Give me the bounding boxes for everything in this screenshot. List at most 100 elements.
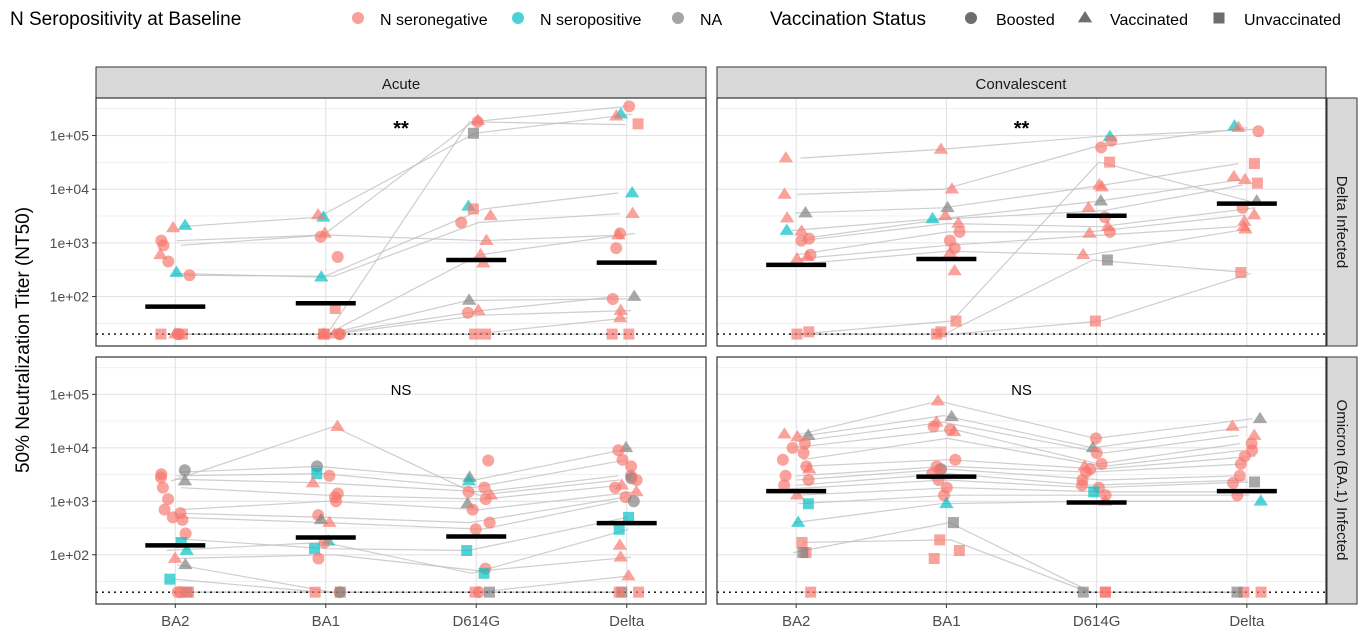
data-point [606,293,619,306]
data-point [158,503,171,516]
y-tick-label: 1e+05 [50,386,90,402]
data-point [175,536,187,548]
data-point [318,328,330,340]
paired-lines [787,127,1256,335]
panel-background [717,98,1326,346]
legend-seronegative-swatch [352,12,364,24]
x-tick-label: BA1 [932,613,960,629]
panel-acute-omicron: NS [95,356,707,605]
strip-col-convalescent-label: Convalescent [976,76,1068,93]
data-point [933,142,949,154]
x-tick-label: BA2 [161,613,189,629]
paired-line [795,163,1239,214]
x-tick-label: D614G [452,613,500,629]
data-point [633,586,645,598]
paired-line [796,228,1247,265]
panel-border [95,356,707,605]
data-point [467,203,479,215]
data-point [789,488,805,500]
data-point [1249,476,1261,488]
data-point [176,513,189,526]
data-point [462,485,475,498]
data-point [794,224,809,236]
data-point [162,493,175,506]
data-point [155,328,167,340]
legend-seronegative-label: N seronegative [380,12,488,29]
data-point [778,151,794,163]
data-point [796,536,808,548]
strip-col-acute: Acute [95,66,707,99]
paired-line [175,516,627,552]
y-axis-bottom: 1e+02 1e+03 1e+04 1e+05 [50,386,96,563]
strip-col-acute-bg [95,66,707,99]
strip-row-delta-label: Delta Infected [1333,176,1350,269]
data-point [484,586,496,598]
data-point [1248,158,1260,170]
paired-line [794,500,1239,524]
paired-line [176,554,632,572]
data-point [606,328,618,340]
data-point [1246,208,1262,220]
data-point [1100,586,1112,598]
data-point [183,269,196,282]
paired-line [800,400,1253,440]
x-axis-acute: BA2 BA1 D614G Delta [161,604,645,630]
data-point [1105,134,1118,147]
data-point [322,515,337,527]
data-point [314,270,329,282]
paired-line [797,487,1252,496]
data-point [777,187,792,199]
data-point [1095,141,1108,154]
paired-line [800,128,1253,159]
paired-line [800,455,1256,470]
data-point [1251,177,1263,189]
data-point [1088,486,1100,498]
paired-line [171,425,620,496]
data-point [1093,194,1109,206]
legend-triangle-label: Vaccinated [1110,12,1188,29]
data-point [778,479,791,492]
data-point [478,481,491,494]
x-tick-label: D614G [1073,613,1121,629]
data-point [177,218,193,230]
paired-line [796,468,1238,481]
data-point [623,511,635,523]
y-tick-label: 1e+02 [50,547,90,563]
paired-line [796,472,1247,486]
data-point [1227,476,1240,489]
data-point [455,216,468,229]
data-point [805,586,817,598]
data-point [790,429,805,442]
data-point [470,113,486,125]
panel-border [716,97,1327,347]
data-point [946,424,962,437]
data-point [627,495,640,508]
data-point [939,496,954,509]
data-point [779,211,795,223]
data-point [461,293,477,305]
paired-line [801,184,1243,240]
data-point [333,328,346,341]
panel-border [95,97,707,347]
data-point [1077,586,1089,598]
data-point [1089,315,1101,327]
significance-annotation: NS [1011,382,1032,399]
y-tick-label: 1e+04 [50,181,90,197]
data-point [165,220,181,233]
data-point [156,481,169,494]
data-point [329,302,341,314]
y-tick-label: 1e+04 [50,440,90,456]
data-point [479,493,492,506]
data-point [1089,432,1102,445]
data-point [1103,225,1116,238]
paired-line [795,421,1239,454]
legend-square-swatch [1213,12,1225,24]
data-point [1237,172,1253,185]
data-point [942,245,958,258]
panel-convalescent-omicron: NS [716,356,1327,605]
legend-seropositive-label: N seropositive [540,12,641,29]
data-point [786,441,799,454]
data-point [616,453,629,466]
data-point [609,109,624,121]
